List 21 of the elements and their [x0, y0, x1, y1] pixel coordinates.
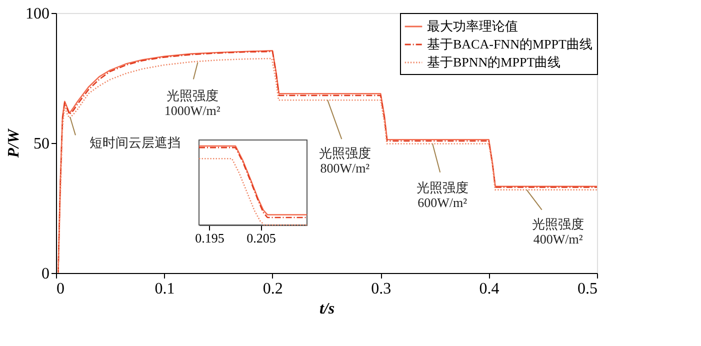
x-tick-label: 0.5	[578, 280, 598, 298]
x-tick-label: 0.2	[262, 280, 283, 298]
x-tick-label: 0.3	[371, 280, 392, 298]
x-tick-label: 0.4	[479, 280, 500, 298]
legend-label: 最大功率理论值	[427, 18, 518, 34]
y-tick-label: 100	[26, 6, 50, 22]
x-axis-title: t/s	[319, 300, 335, 318]
annotation: 短时间云层遮挡	[89, 135, 180, 150]
annotation: 光照强度 400W/m²	[532, 216, 584, 247]
x-tick-label: 0.205	[246, 230, 276, 246]
y-tick-label: 50	[34, 136, 50, 152]
x-tick-label: 0.1	[154, 280, 175, 298]
x-tick-label: 0.195	[195, 230, 224, 246]
y-tick-label: 0	[42, 266, 50, 282]
annotation: 光照强度 1000W/m²	[164, 88, 220, 118]
x-tick-label: 0	[56, 280, 64, 298]
legend-label: 基于BPNN的MPPT曲线	[427, 54, 561, 70]
y-axis-title: P/W	[6, 128, 22, 159]
annotation: 光照强度 600W/m²	[416, 180, 468, 210]
annotation: 光照强度 800W/m²	[318, 145, 371, 176]
legend-label: 基于BACA-FNN的MPPT曲线	[427, 36, 592, 52]
